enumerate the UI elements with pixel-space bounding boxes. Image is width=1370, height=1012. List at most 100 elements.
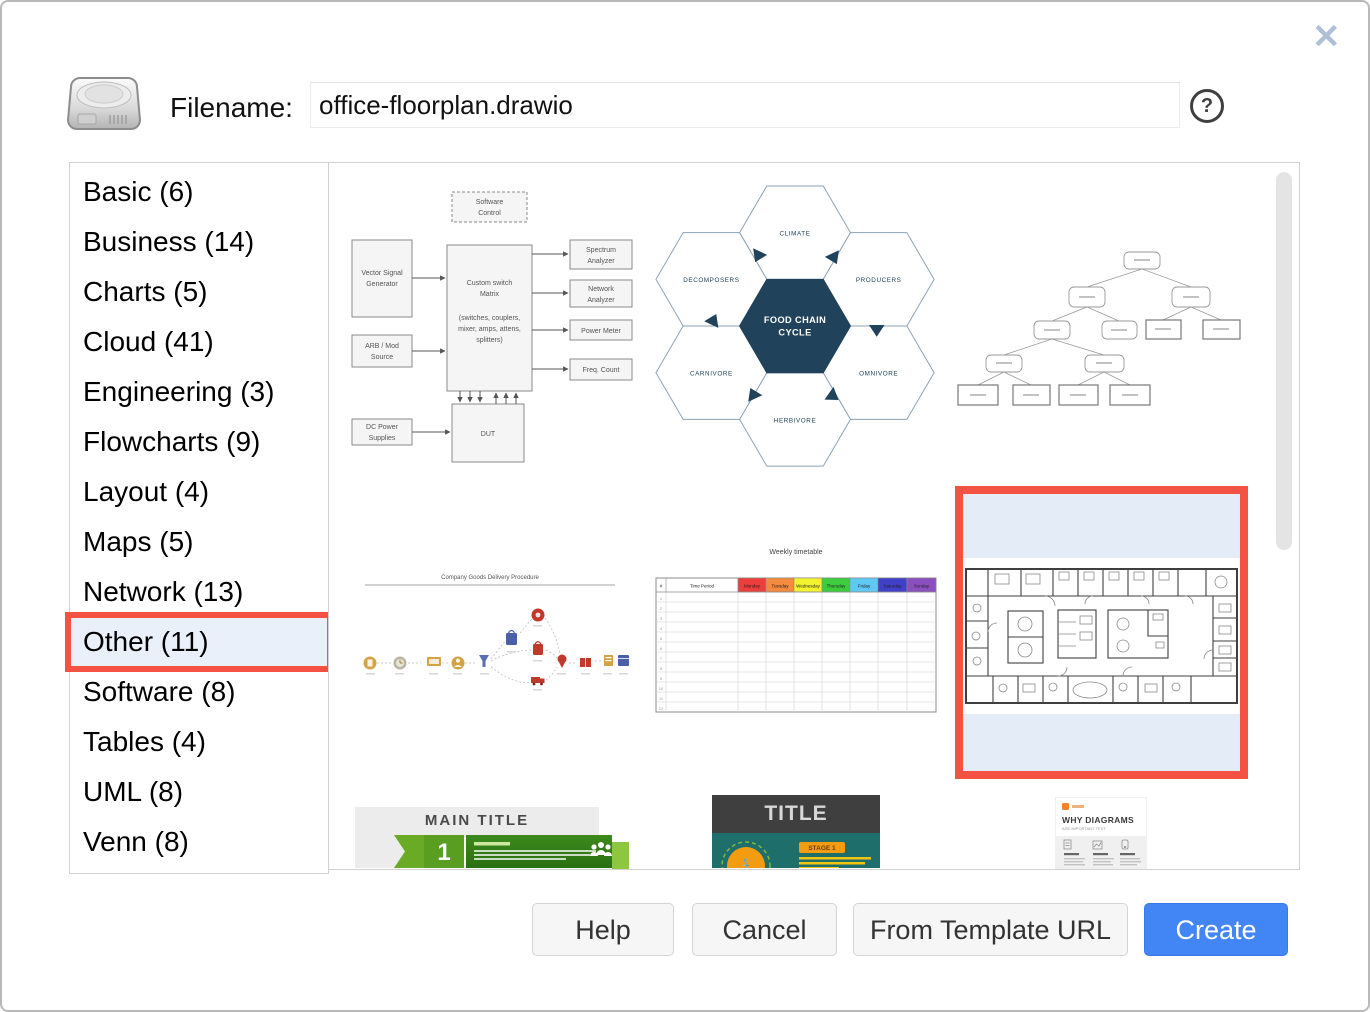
filename-label: Filename: — [170, 92, 293, 123]
svg-text:Company Goods Delivery Procedu: Company Goods Delivery Procedure — [441, 575, 539, 581]
help-icon[interactable]: ? — [1190, 89, 1224, 123]
template-weekly-timetable[interactable]: Weekly timetable — [654, 542, 938, 714]
svg-text:(switches, couplers,: (switches, couplers, — [459, 315, 521, 322]
svg-text:WHY DIAGRAMS: WHY DIAGRAMS — [1062, 815, 1134, 825]
svg-text:Wednesday: Wednesday — [796, 584, 820, 589]
svg-text:Monday: Monday — [744, 584, 761, 589]
svg-text:Analyzer: Analyzer — [587, 297, 615, 304]
anchor-icon: ⚓ — [737, 858, 756, 868]
category-sidebar: Basic (6) Business (14) Charts (5) Cloud… — [65, 162, 333, 874]
template-test-equipment[interactable]: Software Control Vector Signal Generator… — [350, 188, 634, 468]
svg-text:10: 10 — [659, 686, 664, 691]
sidebar-item-maps[interactable]: Maps (5) — [83, 526, 194, 557]
svg-text:Source: Source — [371, 354, 393, 361]
title-card-body: ⚓ STAGE 1 — [721, 841, 871, 868]
floorplan-white-band — [963, 558, 1240, 714]
svg-text:2: 2 — [660, 606, 663, 611]
filename-input[interactable] — [310, 82, 1180, 128]
svg-text:PRODUCERS: PRODUCERS — [856, 277, 902, 284]
template-panel: Software Control Vector Signal Generator… — [328, 162, 1300, 870]
title-card-header: TITLE — [712, 795, 880, 833]
svg-text:HERBIVORE: HERBIVORE — [774, 417, 816, 424]
svg-text:Freq. Count: Freq. Count — [583, 367, 620, 374]
sidebar-item-venn[interactable]: Venn (8) — [83, 826, 189, 857]
svg-text:Vector Signal: Vector Signal — [361, 270, 403, 277]
template-food-chain[interactable]: CLIMATE PRODUCERS OMNIVORE HERBIVORE CAR… — [654, 184, 938, 470]
brand-logo-icon — [1062, 803, 1069, 810]
svg-text:ARB / Mod: ARB / Mod — [365, 343, 399, 350]
svg-text:DC Power: DC Power — [366, 424, 399, 431]
svg-text:DUT: DUT — [481, 431, 496, 438]
svg-text:Network: Network — [588, 286, 614, 293]
svg-text:CLIMATE: CLIMATE — [780, 231, 811, 238]
svg-text:9: 9 — [660, 676, 663, 681]
svg-text:8: 8 — [660, 666, 663, 671]
sidebar-item-network[interactable]: Network (13) — [83, 576, 244, 607]
create-button[interactable]: Create — [1144, 903, 1288, 956]
svg-text:Control: Control — [478, 210, 501, 217]
svg-text:Time Period: Time Period — [690, 584, 715, 589]
svg-text:11: 11 — [659, 696, 664, 701]
cancel-button[interactable]: Cancel — [692, 903, 837, 956]
template-office-floorplan-selected[interactable] — [955, 486, 1248, 779]
svg-text:1: 1 — [437, 839, 450, 866]
svg-text:splitters): splitters) — [476, 337, 502, 344]
food-chain-center-hexagon — [739, 278, 852, 374]
template-decision-tree[interactable] — [950, 248, 1246, 410]
people-icon — [590, 842, 612, 856]
svg-text:Matrix: Matrix — [480, 291, 500, 298]
svg-text:Tuesday: Tuesday — [771, 584, 789, 589]
svg-text:Saturday: Saturday — [883, 584, 902, 589]
sidebar-item-tables[interactable]: Tables (4) — [83, 726, 206, 757]
svg-text:7: 7 — [660, 656, 663, 661]
svg-text:Supplies: Supplies — [369, 435, 396, 442]
disk-icon — [66, 77, 142, 130]
sidebar-item-layout[interactable]: Layout (4) — [83, 476, 210, 507]
svg-text:Analyzer: Analyzer — [587, 258, 615, 265]
svg-text:Software: Software — [476, 199, 504, 206]
sidebar-item-software[interactable]: Software (8) — [83, 676, 236, 707]
svg-text:OMNIVORE: OMNIVORE — [859, 371, 898, 378]
svg-text:DECOMPOSERS: DECOMPOSERS — [683, 277, 739, 284]
sidebar-item-uml[interactable]: UML (8) — [83, 776, 184, 807]
svg-text:3: 3 — [660, 616, 663, 621]
svg-text:STAGE 1: STAGE 1 — [808, 845, 836, 852]
sidebar-item-business[interactable]: Business (14) — [83, 226, 255, 257]
sidebar-item-charts[interactable]: Charts (5) — [83, 276, 208, 307]
svg-text:#: # — [660, 584, 663, 589]
floorplan-drawing — [965, 568, 1238, 704]
sidebar-item-engineering[interactable]: Engineering (3) — [83, 376, 275, 407]
help-button[interactable]: Help — [532, 903, 674, 956]
svg-text:Friday: Friday — [858, 584, 871, 589]
svg-text:6: 6 — [660, 646, 663, 651]
main-title-text: MAIN TITLE — [424, 812, 530, 829]
svg-text:mixer, amps, attens,: mixer, amps, attens, — [458, 326, 521, 333]
template-title-card[interactable]: TITLE ⚓ STAGE 1 — [712, 795, 880, 868]
svg-text:12: 12 — [659, 706, 664, 711]
sidebar-item-basic[interactable]: Basic (6) — [83, 176, 194, 207]
main-title-ribbon: 1 — [394, 835, 629, 869]
sidebar-item-other-selected[interactable]: Other (11) — [65, 612, 333, 672]
svg-text:Power Meter: Power Meter — [581, 328, 621, 335]
svg-text:1: 1 — [660, 596, 663, 601]
sidebar-item-flowcharts[interactable]: Flowcharts (9) — [83, 426, 261, 457]
why-diagrams-body: WHY DIAGRAMS ARE IMPORTANT TEXT — [1056, 803, 1146, 869]
template-process-flow[interactable]: Company Goods Delivery Procedure — [350, 567, 630, 699]
svg-text:Custom switch: Custom switch — [467, 280, 513, 287]
svg-text:Spectrum: Spectrum — [586, 247, 616, 254]
svg-text:4: 4 — [660, 626, 663, 631]
template-why-diagrams[interactable]: WHY DIAGRAMS ARE IMPORTANT TEXT — [1055, 797, 1147, 869]
svg-text:Thursday: Thursday — [827, 584, 847, 589]
svg-text:FOOD CHAIN: FOOD CHAIN — [764, 315, 826, 325]
svg-text:ARE IMPORTANT TEXT: ARE IMPORTANT TEXT — [1062, 826, 1106, 831]
svg-text:CARNIVORE: CARNIVORE — [690, 371, 733, 378]
template-main-title[interactable]: MAIN TITLE 1 — [355, 807, 629, 869]
from-template-url-button[interactable]: From Template URL — [853, 903, 1128, 956]
sidebar-item-cloud[interactable]: Cloud (41) — [83, 326, 214, 357]
close-icon[interactable]: ✕ — [1312, 18, 1341, 56]
svg-text:Sunday: Sunday — [914, 584, 930, 589]
svg-text:5: 5 — [660, 636, 663, 641]
panel-scrollbar[interactable] — [1276, 172, 1292, 550]
svg-text:CYCLE: CYCLE — [778, 328, 811, 338]
